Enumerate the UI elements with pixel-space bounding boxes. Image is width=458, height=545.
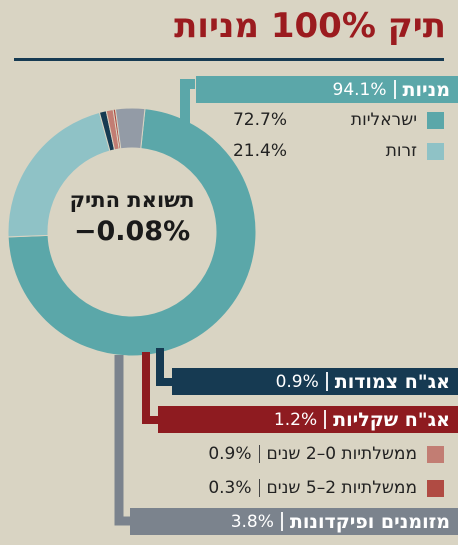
legend-gov02-name: ממשלתיות 0–2 שנים xyxy=(266,444,417,464)
legend-gov02-value: 0.9% xyxy=(208,444,252,464)
separator xyxy=(280,512,283,531)
legend-israeli: ישראליות 72.7% xyxy=(233,110,444,130)
donut-segment-5 xyxy=(114,107,146,150)
separator xyxy=(258,445,260,463)
legend-gov02: ממשלתיות 0–2 שנים 0.9% xyxy=(208,444,444,464)
legend-stocks: מניות 94.1% xyxy=(196,76,458,103)
legend-cash-name: מזומנים ופיקדונות xyxy=(289,510,450,533)
legend-israeli-swatch xyxy=(427,111,444,129)
portfolio-return: תשואת התיק −0.08% xyxy=(34,188,230,250)
legend-foreign-name: זרות xyxy=(385,141,417,161)
legend-foreign-swatch xyxy=(427,142,444,160)
leader-shekel xyxy=(142,352,158,424)
legend-cash-value: 3.8% xyxy=(230,511,274,532)
page-title: תיק 100% מניות xyxy=(174,6,446,46)
legend-stocks-value: 94.1% xyxy=(332,79,387,100)
leader-cash xyxy=(114,355,130,526)
separator xyxy=(258,479,260,497)
legend-cash: מזומנים ופיקדונות 3.8% xyxy=(130,508,458,535)
legend-gov25-swatch xyxy=(427,479,444,497)
legend-shekel-value: 1.2% xyxy=(273,409,318,430)
legend-linked-value: 0.9% xyxy=(275,371,319,392)
legend-linked-name: אג"ח צמודות xyxy=(334,370,450,393)
leader-lines xyxy=(114,79,195,526)
legend-foreign-value: 21.4% xyxy=(232,141,287,161)
legend-israeli-value: 72.7% xyxy=(232,110,287,130)
donut-segments xyxy=(7,107,257,357)
legend-linked: אג"ח צמודות 0.9% xyxy=(172,368,458,395)
legend-shekel-name: אג"ח שקליות xyxy=(333,408,450,431)
portfolio-return-value: −0.08% xyxy=(73,216,191,247)
legend-stocks-name: מניות xyxy=(402,78,450,101)
separator xyxy=(324,410,327,429)
legend-gov02-swatch xyxy=(427,445,444,463)
separator xyxy=(393,80,396,99)
legend-foreign: זרות 21.4% xyxy=(233,141,444,161)
leader-stocks xyxy=(180,79,195,148)
separator xyxy=(325,372,328,391)
legend-gov25-value: 0.3% xyxy=(208,478,252,498)
legend-gov25: ממשלתיות 2–5 שנים 0.3% xyxy=(208,478,444,498)
title-divider xyxy=(14,58,444,61)
portfolio-return-label: תשואת התיק xyxy=(69,188,195,212)
legend-israeli-name: ישראליות xyxy=(350,110,417,130)
legend-gov25-name: ממשלתיות 2–5 שנים xyxy=(266,478,417,498)
leader-linked xyxy=(156,348,172,386)
donut-segment-0 xyxy=(7,108,257,357)
legend-shekel: אג"ח שקליות 1.2% xyxy=(158,406,458,433)
